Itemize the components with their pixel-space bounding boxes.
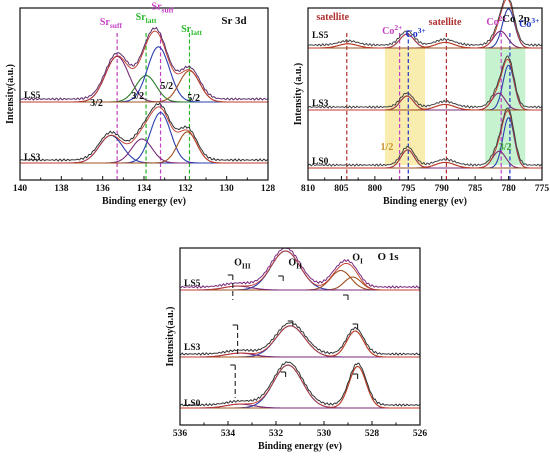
spectrum-LS5 [19,26,269,101]
x-axis-label-1: Binding energy (ev) [383,196,467,207]
series-label-LS0: LS0 [184,399,201,409]
fit-envelope-LS5 [20,30,268,103]
x-tick-label-130: 130 [220,184,235,194]
plot-frame-2 [179,247,421,426]
x-tick-label-810: 810 [301,184,316,194]
fit-peak-LS5-2 [180,276,420,291]
panel-1: LS5 LS3 LS0 810 805 800 795 790 785 780 775 Binding… [293,0,549,207]
fit-peak-LS3-2 [20,112,268,164]
x-axis-label-0: Binding energy (ev) [102,196,186,207]
panel-title-2: O 1s [377,251,399,263]
annotation-3: satellite [429,17,462,28]
x-tick-label-530: 530 [317,429,332,439]
fit-envelope-LS3 [180,325,420,358]
annotation-4: 3/2 [90,98,103,109]
band-1 [485,48,526,165]
annotation-5: 3/2 [131,91,144,102]
fit-envelope-LS0 [308,110,542,169]
series-label-LS3: LS3 [184,343,201,353]
y-axis-label-1: Intensity (a.u.) [293,63,304,126]
spectrum-LS0 [179,361,421,407]
spectrum-LS5 [307,0,543,47]
x-tick-label-790: 790 [435,184,450,194]
x-tick-label-140: 140 [13,184,28,194]
fit-peak-LS3-3 [20,131,268,164]
annotation-0: Srsuff [100,17,123,30]
panel-2: LS5 LS3 LS0 536 534 532 530 528 526 Binding energ… [165,247,428,452]
fit-peak-LS0-1 [180,365,420,409]
panel-0: LS5 LS3 140 138 136 134 132 130 128 Binding energ… [5,2,275,207]
series-label-LS0: LS0 [312,157,329,167]
fit-envelope-LS3 [20,106,268,164]
series-label-LS5: LS5 [184,279,201,289]
annotation-1: OII [288,258,302,271]
x-tick-label-800: 800 [368,184,383,194]
spectrum-LS0 [307,107,543,167]
annotation-2: Co3+ [406,26,426,40]
band-label-0: 1/2 [381,142,394,153]
band-label-1: 3/2 [499,142,512,153]
spectrum-LS5 [179,247,421,289]
annotation-3: Srlatt [181,24,202,37]
annotation-2: Srsuff [152,2,175,15]
x-tick-label-805: 805 [334,184,349,194]
spectrum-LS3 [19,102,269,162]
x-tick-label-136: 136 [96,184,111,194]
fit-envelope-LS5 [180,250,420,291]
annotation-1: Srlatt [136,12,157,25]
x-tick-label-785: 785 [468,184,483,194]
fit-peak-LS0-0 [180,364,420,409]
x-tick-label-134: 134 [137,184,152,194]
x-tick-label-780: 780 [501,184,516,194]
spectrum-LS3 [307,55,543,109]
x-tick-label-128: 128 [261,184,276,194]
series-label-LS5: LS5 [312,31,329,41]
annotation-0: OIII [234,258,251,271]
annotation-4: Co2+ [486,14,506,28]
y-axis-label-2: Intensity(a.u.) [165,306,176,366]
annotation-7: 5/2 [187,93,200,104]
annotation-2: OI [352,252,363,265]
x-axis-label-2: Binding energy (ev) [258,441,342,452]
spectrum-LS3 [179,322,421,356]
panel-title-0: Sr 3d [221,15,246,27]
x-tick-label-795: 795 [401,184,416,194]
panel-title-1: Co 2p [502,13,530,25]
fit-envelope-LS3 [308,58,542,111]
annotation-5: Co3+ [519,16,539,30]
annotation-6: 5/2 [160,81,173,92]
series-label-LS5: LS5 [24,91,41,101]
x-tick-label-532: 532 [269,429,284,439]
fit-envelope-LS0 [180,364,420,409]
x-tick-label-132: 132 [178,184,193,194]
x-tick-label-528: 528 [365,429,380,439]
y-axis-label-0: Intensity(a.u.) [5,64,16,124]
x-tick-label-534: 534 [221,429,236,439]
x-tick-label-536: 536 [173,429,188,439]
annotation-0: satellite [316,12,349,23]
series-label-LS3: LS3 [312,99,329,109]
fit-peak-LS3-0 [180,325,420,358]
x-tick-label-138: 138 [54,184,69,194]
fit-envelope-LS5 [308,0,542,49]
series-label-LS3: LS3 [24,153,41,163]
x-tick-label-775: 775 [535,184,550,194]
x-tick-label-526: 526 [413,429,428,439]
